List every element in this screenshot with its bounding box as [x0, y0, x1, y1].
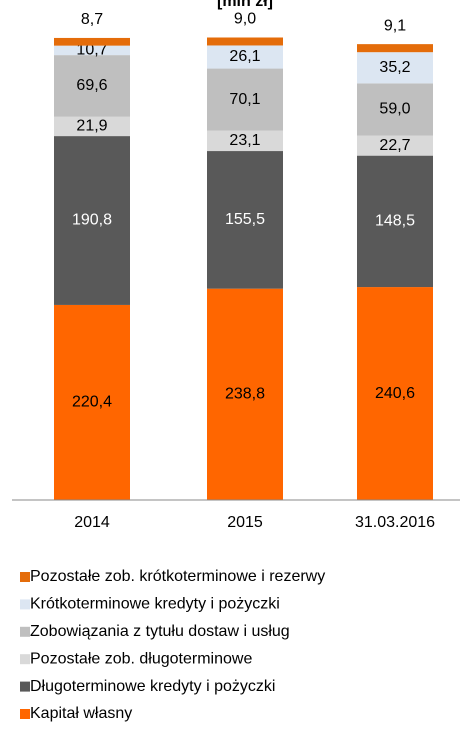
bar-segment — [207, 37, 283, 46]
bar-segment — [357, 287, 433, 500]
data-label: 69,6 — [76, 77, 107, 94]
data-label: 10,7 — [76, 42, 107, 59]
bar-segment — [54, 45, 130, 56]
data-label: 238,8 — [225, 386, 265, 403]
bar-segment — [54, 37, 130, 46]
data-label: 220,4 — [72, 394, 112, 411]
legend-swatch — [20, 599, 30, 610]
bar-segment — [207, 151, 283, 289]
bar-segment — [207, 288, 283, 500]
legend-label: Pozostałe zob. długoterminowe — [30, 650, 252, 667]
bar-segment — [207, 130, 283, 152]
legend-swatch — [20, 626, 30, 637]
legend-label: Krótkoterminowe kredyty i pożyczki — [30, 596, 280, 613]
data-label: 35,2 — [379, 59, 410, 76]
x-tick-label: 2015 — [227, 514, 263, 531]
legend-swatch — [20, 681, 30, 692]
legend-label: Pozostałe zob. krótkoterminowe i rezerwy — [30, 568, 325, 585]
x-tick-label: 2014 — [74, 514, 110, 531]
bar-segment — [207, 45, 283, 69]
bar-segment — [357, 155, 433, 288]
bar-segment — [357, 44, 433, 53]
bar-segment — [54, 136, 130, 305]
bar-segment — [54, 304, 130, 500]
bar-segment — [207, 68, 283, 131]
data-label: 22,7 — [379, 137, 410, 154]
data-label: 59,0 — [379, 101, 410, 118]
data-label: 8,7 — [81, 11, 103, 28]
bar-segment — [54, 116, 130, 137]
bar-segment — [54, 55, 130, 117]
data-label: 240,6 — [375, 385, 415, 402]
chart-title: [mln zł] — [217, 0, 273, 10]
data-label: 23,1 — [229, 132, 260, 149]
bar-segment — [357, 83, 433, 136]
x-tick-label: 31.03.2016 — [355, 514, 435, 531]
legend-label: Długoterminowe kredyty i pożyczki — [30, 678, 275, 695]
bar-segment — [357, 52, 433, 84]
legend-label: Kapitał własny — [30, 705, 132, 722]
legend-label: Zobowiązania z tytułu dostaw i usług — [30, 623, 290, 640]
data-label: 26,1 — [229, 48, 260, 65]
data-label: 155,5 — [225, 211, 265, 228]
data-label: 70,1 — [229, 91, 260, 108]
data-label: 9,0 — [234, 11, 256, 28]
data-label: 21,9 — [76, 118, 107, 135]
legend-swatch — [20, 572, 30, 582]
data-label: 148,5 — [375, 213, 415, 230]
legend-swatch — [20, 654, 30, 665]
data-label: 9,1 — [384, 17, 406, 34]
legend-swatch — [20, 709, 30, 719]
bar-segment — [357, 135, 433, 156]
data-label: 190,8 — [72, 212, 112, 229]
